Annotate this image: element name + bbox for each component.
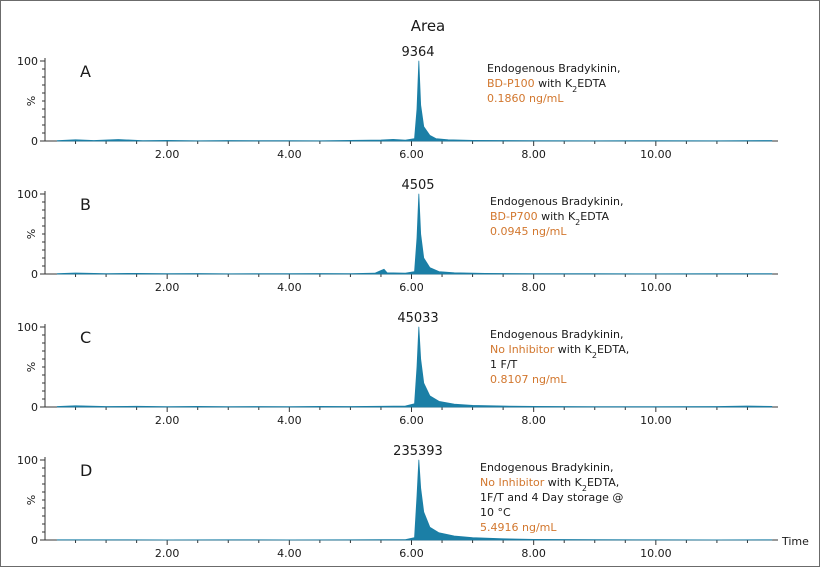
trace-line xyxy=(56,326,773,408)
trace-line xyxy=(56,459,773,541)
panel-a: 0 100% 2.00 4.00 6.00 8.00 10.00 A 9364 Endogenou… xyxy=(17,45,778,161)
y-axis-label: % xyxy=(25,495,38,505)
peak-area-label: 4505 xyxy=(401,178,434,193)
x-tick-label: 2.00 xyxy=(155,148,180,161)
y-tick-label: 100 xyxy=(17,454,38,467)
x-axis-label: Time xyxy=(781,535,809,548)
annotation-line: Endogenous Bradykinin, xyxy=(480,461,614,474)
x-tick-label: 6.00 xyxy=(399,148,424,161)
annotation-line: 1 F/T xyxy=(490,358,518,371)
panels-group: 0 100% 2.00 4.00 6.00 8.00 10.00 A 9364 Endogenou… xyxy=(17,45,778,560)
panel-label: B xyxy=(80,195,91,214)
y-axis-label: % xyxy=(25,96,38,106)
panel-label: C xyxy=(80,328,91,347)
annotation-line: 1F/T and 4 Day storage @ xyxy=(480,491,623,504)
peak-area-label: 235393 xyxy=(393,444,443,459)
y-tick-label: 100 xyxy=(17,321,38,334)
y-tick-label: 100 xyxy=(17,188,38,201)
x-tick-label: 8.00 xyxy=(521,281,546,294)
panel-c: 0 100% 2.00 4.00 6.00 8.00 10.00 C 45033 Endogeno… xyxy=(17,311,778,427)
x-tick-label: 10.00 xyxy=(640,148,672,161)
x-tick-label: 10.00 xyxy=(640,281,672,294)
y-axis-label: % xyxy=(25,362,38,372)
y-tick-label: 0 xyxy=(31,135,38,148)
annotation-line: No Inhibitor with K2EDTA, xyxy=(480,476,619,493)
panel-b: 0 100% 2.00 4.00 6.00 8.00 10.00 B 4505 Endogenou… xyxy=(17,178,778,294)
x-tick-label: 2.00 xyxy=(155,414,180,427)
x-tick-label: 10.00 xyxy=(640,414,672,427)
annotation-line: No Inhibitor with K2EDTA, xyxy=(490,343,629,360)
annotation-line: Endogenous Bradykinin, xyxy=(490,328,624,341)
y-tick-label: 100 xyxy=(17,55,38,68)
annotation-line: Endogenous Bradykinin, xyxy=(487,62,621,75)
x-tick-label: 10.00 xyxy=(640,547,672,560)
annotation-line: BD-P700 with K2EDTA xyxy=(490,210,610,227)
annotation-line: Endogenous Bradykinin, xyxy=(490,195,624,208)
panel-label: D xyxy=(80,461,92,480)
trace-line xyxy=(56,60,773,142)
x-tick-label: 4.00 xyxy=(277,547,302,560)
x-tick-label: 2.00 xyxy=(155,281,180,294)
annotation-line: 0.0945 ng/mL xyxy=(490,225,567,238)
x-tick-label: 8.00 xyxy=(521,414,546,427)
chart-title: Area xyxy=(411,17,446,35)
panel-label: A xyxy=(80,62,91,81)
panel-d: 0 100% 2.00 4.00 6.00 8.00 10.00 D 235393 Endogen… xyxy=(17,444,778,560)
x-tick-label: 6.00 xyxy=(399,414,424,427)
x-tick-label: 2.00 xyxy=(155,547,180,560)
annotation-line: 0.1860 ng/mL xyxy=(487,92,564,105)
peak-area-label: 45033 xyxy=(397,311,438,326)
x-tick-label: 4.00 xyxy=(277,281,302,294)
annotation-line: 0.8107 ng/mL xyxy=(490,373,567,386)
x-tick-label: 8.00 xyxy=(521,148,546,161)
trace-line xyxy=(56,193,773,275)
x-tick-label: 4.00 xyxy=(277,414,302,427)
x-tick-label: 8.00 xyxy=(521,547,546,560)
peak-area-label: 9364 xyxy=(401,45,434,60)
x-tick-label: 6.00 xyxy=(399,547,424,560)
y-tick-label: 0 xyxy=(31,401,38,414)
y-axis-label: % xyxy=(25,229,38,239)
x-tick-label: 6.00 xyxy=(399,281,424,294)
annotation-line: 10 °C xyxy=(480,506,511,519)
annotation-line: BD-P100 with K2EDTA xyxy=(487,77,607,94)
y-tick-label: 0 xyxy=(31,268,38,281)
annotation-line: 5.4916 ng/mL xyxy=(480,521,557,534)
x-tick-label: 4.00 xyxy=(277,148,302,161)
y-tick-label: 0 xyxy=(31,534,38,547)
